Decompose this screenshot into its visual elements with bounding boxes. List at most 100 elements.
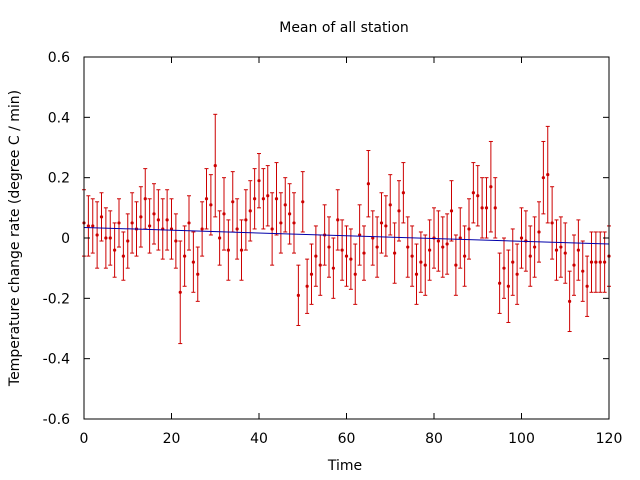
error-bar-point: [436, 210, 441, 272]
error-bar-point: [327, 216, 331, 278]
error-bar-point: [467, 198, 471, 260]
data-point: [222, 212, 226, 216]
data-point: [423, 263, 427, 267]
y-tick-label: 0.4: [48, 110, 70, 126]
data-point: [305, 284, 309, 288]
error-bar-point: [506, 249, 511, 323]
error-bar-point: [410, 225, 415, 287]
error-bar-point: [497, 252, 502, 314]
data-point: [559, 245, 563, 249]
error-bar-point: [239, 219, 244, 281]
data-point: [362, 251, 366, 255]
error-bar-point: [204, 168, 209, 230]
data-point: [235, 227, 239, 231]
data-point: [406, 245, 410, 249]
data-point: [441, 245, 445, 249]
data-point: [563, 251, 567, 255]
error-bar-point: [558, 216, 563, 278]
error-bar-point: [423, 234, 428, 296]
error-bar-point: [248, 180, 253, 242]
data-point: [349, 257, 353, 261]
data-point: [476, 194, 480, 198]
data-point: [541, 176, 545, 180]
x-tick-label: 120: [596, 431, 623, 447]
error-bar-point: [187, 195, 191, 251]
chart-title: Mean of all station: [279, 20, 409, 36]
error-bar-point: [567, 270, 572, 333]
data-point: [436, 239, 440, 243]
data-point: [301, 200, 305, 204]
error-bar-point: [572, 234, 576, 296]
data-point: [288, 212, 292, 216]
data-point: [126, 239, 130, 243]
data-point: [554, 248, 559, 252]
y-tick-label: -0.6: [43, 412, 70, 428]
data-point: [108, 236, 112, 240]
data-point: [292, 221, 296, 225]
error-bar-point: [462, 225, 467, 287]
data-point: [463, 254, 467, 258]
error-bar-point: [405, 216, 410, 278]
error-bar-point: [138, 186, 143, 248]
data-point: [537, 230, 541, 234]
data-point: [572, 263, 576, 267]
data-point: [191, 260, 195, 264]
data-point: [366, 182, 370, 186]
error-bar-point: [532, 216, 537, 278]
error-bar-point: [528, 225, 533, 287]
error-bar-point: [257, 153, 261, 209]
data-point: [603, 260, 607, 264]
error-bar-point: [602, 231, 607, 293]
error-bar-point: [252, 168, 257, 230]
data-point: [209, 203, 213, 207]
y-tick-label: -0.2: [43, 291, 70, 307]
error-bar-point: [484, 177, 489, 239]
data-point: [117, 221, 121, 225]
error-bar-point: [445, 213, 450, 275]
error-bar-point: [414, 243, 419, 305]
error-bar-point: [217, 210, 222, 266]
trend-line: [83, 226, 610, 245]
data-point: [309, 272, 314, 276]
data-point: [484, 206, 489, 210]
data-point: [458, 236, 462, 240]
data-point: [231, 200, 235, 204]
error-bar-point: [580, 240, 585, 302]
data-point: [174, 239, 178, 243]
data-point: [414, 272, 419, 276]
data-point: [187, 221, 191, 225]
data-point: [340, 248, 344, 252]
data-point: [581, 269, 585, 273]
data-point: [384, 224, 388, 228]
data-point: [130, 221, 134, 225]
error-bar-point: [300, 171, 305, 233]
y-tick-label: 0: [61, 231, 70, 247]
x-tick-label: 100: [508, 431, 535, 447]
error-bar-point: [274, 162, 279, 236]
data-layer: [82, 113, 611, 345]
data-point: [296, 293, 300, 297]
error-bar-point: [270, 192, 275, 266]
error-bar-point: [585, 255, 590, 317]
error-bar-point: [554, 219, 559, 281]
data-point: [344, 254, 349, 258]
error-bar-point: [182, 225, 187, 287]
error-bar-point: [353, 243, 358, 305]
error-bar-point: [125, 213, 130, 269]
error-bar-point: [265, 165, 270, 227]
data-point: [550, 221, 554, 225]
error-bar-point: [598, 231, 603, 293]
error-bar-point: [375, 216, 380, 278]
data-point: [388, 203, 392, 207]
x-tick-label: 60: [338, 431, 356, 447]
error-bar-point: [388, 174, 393, 236]
error-bar-point: [340, 219, 345, 281]
data-point: [353, 272, 357, 276]
error-bar-point: [550, 186, 555, 260]
error-bar-point: [200, 201, 205, 257]
error-bar-point: [235, 198, 240, 260]
data-point: [498, 281, 502, 285]
data-point: [261, 197, 265, 201]
data-point: [257, 179, 261, 183]
data-point: [471, 191, 475, 195]
